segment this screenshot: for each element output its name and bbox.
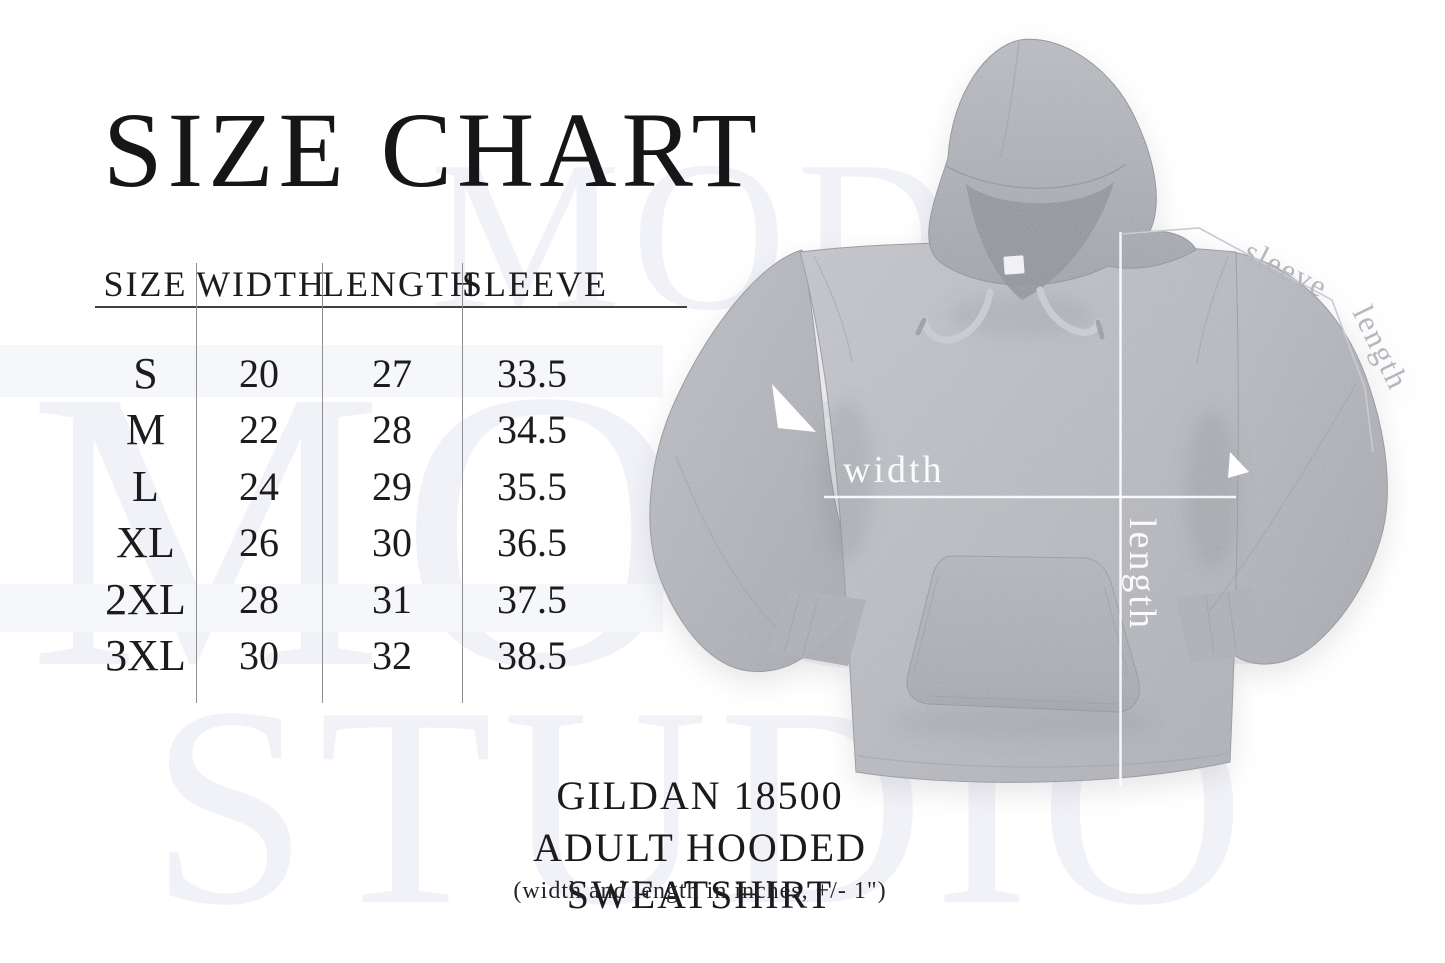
size-cell: L bbox=[132, 462, 159, 511]
table-row: S 20 27 33.5 bbox=[0, 345, 720, 402]
column-divider bbox=[462, 263, 463, 703]
length-cell: 31 bbox=[372, 577, 412, 622]
size-cell: S bbox=[133, 349, 158, 398]
table-row: 2XL 28 31 37.5 bbox=[0, 571, 720, 628]
sleeve-cell: 38.5 bbox=[497, 633, 567, 678]
sleeve-measure-outline bbox=[1120, 227, 1374, 453]
table-row: 3XL 30 32 38.5 bbox=[0, 627, 720, 684]
width-cell: 28 bbox=[239, 577, 279, 622]
table-row: M 22 28 34.5 bbox=[0, 401, 720, 458]
column-header-width: WIDTH bbox=[196, 264, 326, 304]
product-name: GILDAN 18500 bbox=[556, 773, 844, 818]
size-table: SIZE WIDTH LENGTH SLEEVE S 20 27 33.5 M … bbox=[0, 0, 720, 730]
width-cell: 26 bbox=[239, 520, 279, 565]
table-header-rule bbox=[95, 306, 687, 308]
size-cell: 2XL bbox=[105, 575, 186, 624]
sleeve-cell: 34.5 bbox=[497, 407, 567, 452]
product-type: ADULT HOODED SWEATSHIRT bbox=[533, 825, 867, 917]
size-cell: 3XL bbox=[105, 631, 186, 680]
width-cell: 24 bbox=[239, 464, 279, 509]
length-cell: 29 bbox=[372, 464, 412, 509]
length-measurement-label: length bbox=[1121, 518, 1163, 631]
hoodie-garment bbox=[649, 38, 1388, 783]
length-cell: 27 bbox=[372, 351, 412, 396]
page-title: SIZE CHART bbox=[103, 92, 762, 210]
width-cell: 22 bbox=[239, 407, 279, 452]
length-cell: 32 bbox=[372, 633, 412, 678]
length-cell: 28 bbox=[372, 407, 412, 452]
hoodie-mockup-image: width length sleeve length bbox=[649, 38, 1416, 786]
column-header-sleeve: SLEEVE bbox=[462, 264, 608, 304]
sleeve-cell: 33.5 bbox=[497, 351, 567, 396]
column-header-size: SIZE bbox=[103, 264, 188, 304]
row-stripe bbox=[0, 345, 663, 397]
units-note: (width and length in inches, +/- 1") bbox=[513, 878, 887, 904]
table-row: XL 26 30 36.5 bbox=[0, 514, 720, 571]
column-divider bbox=[322, 263, 323, 703]
sleeve-cell: 37.5 bbox=[497, 577, 567, 622]
column-header-length: LENGTH bbox=[322, 264, 478, 304]
row-stripe bbox=[0, 584, 663, 632]
sleeve-cell: 36.5 bbox=[497, 520, 567, 565]
column-divider bbox=[196, 263, 197, 703]
width-cell: 20 bbox=[239, 351, 279, 396]
sleeve-cell: 35.5 bbox=[497, 464, 567, 509]
size-cell: M bbox=[125, 405, 166, 454]
size-cell: XL bbox=[116, 518, 175, 567]
length-cell: 30 bbox=[372, 520, 412, 565]
width-cell: 30 bbox=[239, 633, 279, 678]
width-measurement-label: width bbox=[843, 449, 945, 491]
table-row: L 24 29 35.5 bbox=[0, 458, 720, 515]
